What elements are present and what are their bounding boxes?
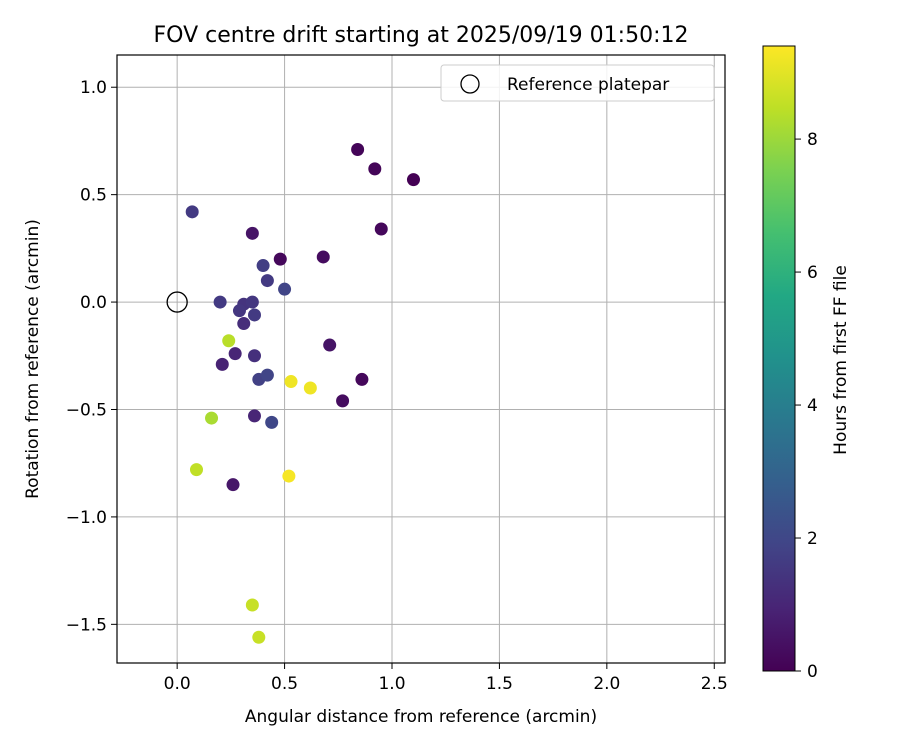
data-point: [278, 282, 292, 296]
legend: Reference platepar: [440, 64, 715, 102]
x-tick-label: 1.5: [486, 674, 513, 694]
data-point: [355, 372, 369, 386]
y-tick-label: 0.0: [80, 293, 107, 313]
data-point: [316, 250, 330, 264]
colorbar-ticks: 0 2 4 6 8: [795, 130, 818, 682]
data-point: [215, 357, 229, 371]
legend-entry-reference-platepar: Reference platepar: [507, 75, 669, 95]
x-tick-label: 2.5: [701, 674, 728, 694]
data-point: [247, 349, 261, 363]
data-point: [247, 409, 261, 423]
data-point: [185, 205, 199, 219]
data-point: [245, 226, 259, 240]
x-axis-ticks: 0.0 0.5 1.0 1.5 2.0 2.5: [164, 663, 728, 694]
data-point: [273, 252, 287, 266]
chart-title: FOV centre drift starting at 2025/09/19 …: [154, 23, 689, 48]
y-tick-label: −1.0: [66, 508, 107, 528]
data-point: [237, 317, 251, 331]
colorbar-tick-label: 0: [807, 662, 818, 682]
data-point: [222, 334, 236, 348]
data-point: [284, 375, 298, 389]
data-point: [213, 295, 227, 309]
data-point: [265, 415, 279, 429]
legend-box: [440, 64, 715, 102]
data-point: [256, 259, 270, 273]
colorbar-tick-label: 2: [807, 529, 818, 549]
legend-marker-open-circle-icon: [460, 74, 480, 94]
data-point: [336, 394, 350, 408]
x-tick-label: 1.0: [378, 674, 405, 694]
colorbar-label: Hours from first FF file: [831, 265, 851, 455]
data-point: [303, 381, 317, 395]
y-axis-ticks: 1.0 0.5 0.0 −0.5 −1.0 −1.5: [66, 78, 117, 635]
y-axis-label: Rotation from reference (arcmin): [23, 219, 43, 499]
data-point: [226, 478, 240, 492]
data-points: [185, 143, 420, 644]
data-point: [245, 598, 259, 612]
data-point: [245, 295, 259, 309]
data-point: [368, 162, 382, 176]
data-point: [406, 173, 420, 187]
y-tick-label: −1.5: [66, 615, 107, 635]
x-axis-label: Angular distance from reference (arcmin): [245, 707, 597, 727]
colorbar: 0 2 4 6 8 Hours from first FF file: [762, 45, 851, 682]
x-tick-label: 2.0: [593, 674, 620, 694]
data-point: [189, 463, 203, 477]
y-tick-label: 1.0: [80, 78, 107, 98]
data-point: [232, 304, 246, 318]
data-point: [260, 274, 274, 288]
y-tick-label: 0.5: [80, 186, 107, 206]
data-point: [374, 222, 388, 236]
grid: [117, 55, 725, 663]
reference-platepar-marker: [166, 291, 188, 313]
data-point: [247, 308, 261, 322]
colorbar-gradient: [762, 45, 796, 672]
data-point: [282, 469, 296, 483]
colorbar-tick-label: 8: [807, 130, 818, 150]
y-tick-label: −0.5: [66, 400, 107, 420]
data-point: [228, 347, 242, 361]
data-point: [323, 338, 337, 352]
data-point: [252, 630, 266, 644]
data-point: [351, 143, 365, 157]
x-tick-label: 0.5: [271, 674, 298, 694]
plot-frame: [116, 54, 726, 664]
colorbar-tick-label: 4: [807, 396, 818, 416]
data-point: [260, 368, 274, 382]
colorbar-tick-label: 6: [807, 263, 818, 283]
x-tick-label: 0.0: [164, 674, 191, 694]
data-point: [205, 411, 219, 425]
reference-layer: [166, 291, 188, 313]
